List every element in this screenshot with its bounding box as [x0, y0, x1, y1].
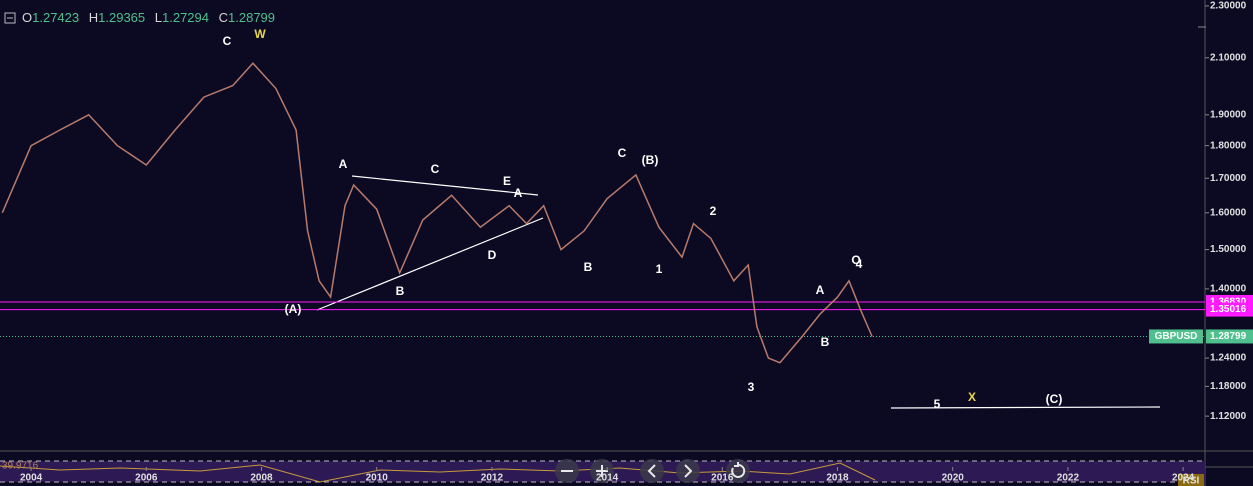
- rsi-label: RSI: [1183, 476, 1200, 486]
- trendline: [890, 406, 1161, 409]
- y-tick-label: 1.80000: [1210, 140, 1247, 151]
- x-tick-label: 2016: [711, 473, 734, 484]
- l-value: 1.27294: [162, 10, 209, 25]
- wave-label: (C): [1046, 392, 1063, 406]
- x-tick-label: 2006: [135, 473, 158, 484]
- x-tick-label: 2024: [1172, 473, 1195, 484]
- x-tick-label: 2018: [826, 473, 849, 484]
- wave-label: B: [821, 335, 830, 349]
- y-tick-label: 1.90000: [1210, 109, 1247, 120]
- wave-label: 5: [934, 397, 941, 411]
- price-tag-label: 1.35016: [1210, 304, 1247, 315]
- y-tick-label: 2.30000: [1210, 1, 1247, 12]
- l-label: L: [155, 10, 162, 25]
- y-tick-label: 1.60000: [1210, 207, 1247, 218]
- x-tick-label: 2012: [481, 473, 504, 484]
- symbol-label: GBPUSD: [1155, 331, 1198, 342]
- symbol-tag: [1149, 329, 1203, 344]
- chart-controls: [555, 459, 750, 483]
- icon: [731, 462, 746, 478]
- rsi-value: 39.9716: [2, 461, 39, 472]
- wave-label: A: [514, 186, 523, 200]
- reset-button[interactable]: [726, 459, 750, 483]
- x-tick-label: 2010: [366, 473, 389, 484]
- wave-label: O: [851, 253, 860, 267]
- y-tick-label: 1.50000: [1210, 244, 1247, 255]
- price-line-series: [1, 62, 873, 364]
- x-tick-label: 2014: [596, 473, 619, 484]
- wave-label: B: [584, 260, 593, 274]
- wave-label: X: [968, 390, 976, 404]
- y-tick-label: 1.18000: [1210, 381, 1247, 392]
- h-value: 1.29365: [98, 10, 145, 25]
- wave-label: 1: [656, 262, 663, 276]
- price-tag-label: 1.28799: [1210, 331, 1247, 342]
- wave-label: A: [339, 157, 348, 171]
- price-tag: [1206, 329, 1253, 344]
- wave-label: 4: [856, 257, 863, 271]
- price-tag: [1206, 302, 1253, 317]
- rsi-line: [0, 462, 876, 483]
- y-tick-label: 1.12000: [1210, 411, 1247, 422]
- wave-label: C: [223, 34, 232, 48]
- wave-label: 3: [748, 380, 755, 394]
- rsi-tag: [1178, 474, 1204, 486]
- scroll-right-button[interactable]: [676, 459, 700, 483]
- x-tick-label: 2022: [1057, 473, 1080, 484]
- wave-label: W: [254, 27, 266, 41]
- trendline: [316, 217, 544, 311]
- y-tick-label: 1.40000: [1210, 284, 1247, 295]
- wave-label: (B): [642, 153, 659, 167]
- wave-label: C: [431, 162, 440, 176]
- trendline: [351, 175, 539, 196]
- wave-label: (A): [285, 302, 302, 316]
- wave-label: D: [488, 248, 497, 262]
- wave-label: 2: [710, 204, 717, 218]
- o-label: O: [22, 10, 32, 25]
- y-tick-label: 1.24000: [1210, 353, 1247, 364]
- o-value: 1.27423: [32, 10, 79, 25]
- y-tick-label: 2.10000: [1210, 52, 1247, 63]
- icon: [647, 464, 656, 478]
- h-label: H: [89, 10, 98, 25]
- wave-label: E: [503, 174, 511, 188]
- c-label: C: [219, 10, 228, 25]
- y-tick-label: 1.70000: [1210, 173, 1247, 184]
- scroll-left-button[interactable]: [640, 459, 664, 483]
- wave-label: B: [396, 284, 405, 298]
- x-tick-label: 2008: [250, 473, 273, 484]
- wave-label: A: [816, 283, 825, 297]
- wave-label: C: [618, 146, 627, 160]
- x-tick-label: 2004: [20, 473, 43, 484]
- icon: [684, 464, 693, 478]
- ohlc-header: O1.27423 H1.29365 L1.27294 C1.28799: [22, 10, 275, 25]
- c-value: 1.28799: [228, 10, 275, 25]
- collapse-toggle[interactable]: [4, 12, 16, 24]
- icon: [596, 465, 608, 477]
- x-tick-label: 2020: [942, 473, 965, 484]
- price-tag-label: 1.36830: [1210, 297, 1247, 308]
